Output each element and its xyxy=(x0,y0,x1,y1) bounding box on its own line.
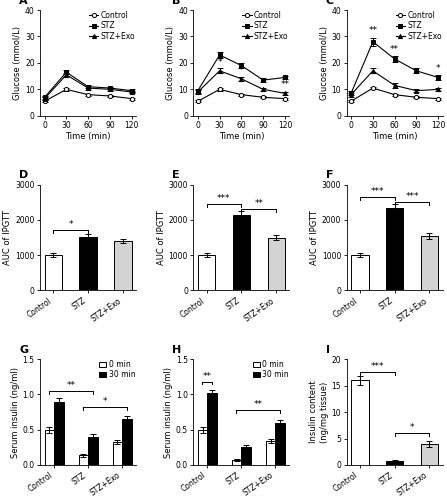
X-axis label: Time (min): Time (min) xyxy=(219,132,264,141)
Y-axis label: AUC of IPGTT: AUC of IPGTT xyxy=(4,210,13,265)
Text: **: ** xyxy=(368,26,377,35)
Legend: Control, STZ, STZ+Exo: Control, STZ, STZ+Exo xyxy=(89,11,135,41)
Bar xyxy=(114,241,132,290)
Y-axis label: Glucose (mmol/L): Glucose (mmol/L) xyxy=(13,26,22,100)
Y-axis label: Insulin content
(ng/mg tissue): Insulin content (ng/mg tissue) xyxy=(309,381,329,444)
Bar xyxy=(421,236,438,290)
Bar xyxy=(122,419,132,465)
Bar xyxy=(80,237,97,290)
Bar xyxy=(233,214,250,290)
Text: I: I xyxy=(326,345,330,355)
Text: *: * xyxy=(239,66,244,75)
Legend: Control, STZ, STZ+Exo: Control, STZ, STZ+Exo xyxy=(242,11,288,41)
Bar xyxy=(207,393,217,465)
Bar xyxy=(198,430,207,465)
Bar xyxy=(45,255,62,290)
Y-axis label: AUC of IPGTT: AUC of IPGTT xyxy=(310,210,319,265)
Legend: 0 min, 30 min: 0 min, 30 min xyxy=(100,360,135,380)
Bar xyxy=(386,461,403,465)
Text: **: ** xyxy=(280,80,289,90)
Bar xyxy=(421,444,438,465)
Bar xyxy=(386,208,403,290)
Text: ***: *** xyxy=(405,192,419,201)
Text: D: D xyxy=(19,170,29,180)
Text: ***: *** xyxy=(371,187,384,196)
Bar xyxy=(232,460,241,465)
X-axis label: Time (min): Time (min) xyxy=(372,132,417,141)
Text: **: ** xyxy=(254,400,263,409)
Text: *: * xyxy=(436,64,440,74)
Y-axis label: Serum insulin (ng/ml): Serum insulin (ng/ml) xyxy=(11,366,20,458)
Text: C: C xyxy=(326,0,334,6)
Text: *: * xyxy=(103,397,107,406)
Y-axis label: Glucose (mmol/L): Glucose (mmol/L) xyxy=(320,26,329,100)
Bar xyxy=(241,446,251,465)
Text: *: * xyxy=(217,58,222,67)
Text: *: * xyxy=(410,423,414,432)
Text: ***: *** xyxy=(217,194,231,203)
Bar xyxy=(79,455,88,465)
Bar xyxy=(88,437,97,465)
Text: A: A xyxy=(19,0,28,6)
Bar xyxy=(45,430,54,465)
Text: G: G xyxy=(19,345,28,355)
Text: **: ** xyxy=(203,372,212,380)
Bar xyxy=(266,441,275,465)
Legend: Control, STZ, STZ+Exo: Control, STZ, STZ+Exo xyxy=(396,11,442,41)
Y-axis label: AUC of IPGTT: AUC of IPGTT xyxy=(156,210,166,265)
Text: ***: *** xyxy=(371,362,384,372)
Bar xyxy=(54,402,63,465)
Bar xyxy=(275,422,285,465)
Bar xyxy=(351,380,368,465)
Text: *: * xyxy=(68,220,73,230)
Text: **: ** xyxy=(390,44,399,54)
Text: F: F xyxy=(326,170,333,180)
Bar xyxy=(351,255,368,290)
Y-axis label: Glucose (mmol/L): Glucose (mmol/L) xyxy=(166,26,175,100)
Text: **: ** xyxy=(254,199,263,208)
Text: H: H xyxy=(173,345,181,355)
Legend: 0 min, 30 min: 0 min, 30 min xyxy=(253,360,288,380)
Text: E: E xyxy=(173,170,180,180)
Bar xyxy=(198,255,215,290)
Text: B: B xyxy=(173,0,181,6)
Bar xyxy=(113,442,122,465)
Y-axis label: Serum insulin (ng/ml): Serum insulin (ng/ml) xyxy=(164,366,173,458)
Text: **: ** xyxy=(67,381,76,390)
X-axis label: Time (min): Time (min) xyxy=(65,132,111,141)
Bar xyxy=(267,238,285,290)
